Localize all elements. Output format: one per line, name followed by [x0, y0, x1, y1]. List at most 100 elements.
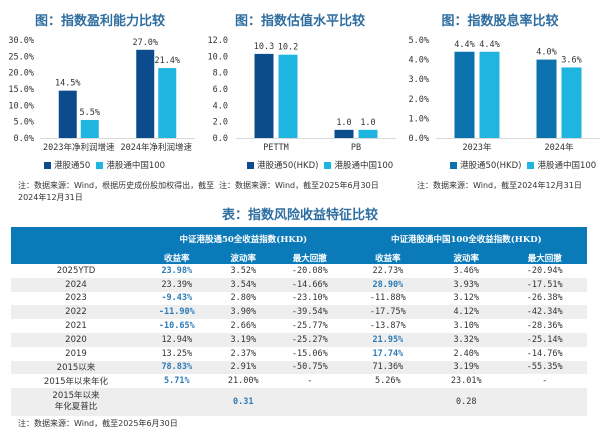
table-row: 2025YTD 23.98% 3.52% -20.08% 22.73% 3.46% -20.…	[11, 264, 587, 278]
table-cell: -20.08%	[273, 264, 346, 278]
table-cell: 21.95%	[345, 332, 431, 347]
column-header: 收益率	[141, 251, 213, 264]
table-row: 2015年以来年化 5.71% 21.00% -5.26% 23.01% -	[11, 374, 587, 389]
row-label: 2019	[11, 346, 141, 361]
y-tick-label: 5.0%	[14, 118, 34, 128]
chart3-title: 图：指数股息率比较	[441, 14, 559, 29]
row-label-line: 2015年以来	[52, 391, 100, 402]
table-cell: -25.14%	[502, 332, 587, 347]
legend-label-series2: 港股通中国100	[334, 161, 394, 171]
table-cell: -17.51%	[502, 277, 587, 292]
table-cell: -14.76%	[502, 346, 587, 361]
table-cell: 71.36%	[345, 360, 431, 375]
row-label: 2015以来	[11, 360, 141, 375]
row-label: 2015年以来 年化夏普比	[11, 388, 141, 417]
table-row: 2015年以来 年化夏普比 0.31 0.28	[11, 388, 587, 417]
y-tick-label: 2.0	[213, 118, 228, 128]
chart1-profitability: 0.0% 5.0% 10.0% 15.0% 20.0% 25.0% 30.0% 14.5% 5.…	[8, 36, 195, 153]
table-cell: 23.98%	[141, 264, 213, 278]
legend-label-series2: 港股通中国100	[537, 161, 597, 171]
row-label: 2022	[11, 305, 141, 320]
table-cell: -14.66%	[273, 277, 346, 292]
data-label: 27.0%	[132, 38, 158, 48]
legend-label-series1: 港股通50(HKD)	[257, 161, 319, 171]
table-group-header-row: 中证港股通50全收益指数(HKD) 中证港股通中国100全收益指数(HKD)	[11, 227, 587, 251]
y-tick-label: 1.0%	[409, 114, 429, 124]
table-cell: 3.12%	[430, 291, 503, 306]
table-cell: 2.80%	[212, 291, 274, 306]
y-tick-label: 20.0%	[8, 69, 34, 79]
data-label: 10.3	[254, 42, 274, 52]
group-header-hsci50: 中证港股通50全收益指数(HKD)	[141, 227, 346, 251]
table-cell: -9.43%	[141, 291, 213, 306]
x-tick-label: PETTM	[263, 143, 289, 153]
row-label: 2023	[11, 291, 141, 306]
legend-swatch-series2	[527, 161, 535, 169]
legend-label-series1: 港股通50	[54, 161, 91, 171]
bar	[358, 129, 378, 138]
y-tick-label: 3.0%	[409, 75, 429, 85]
y-tick-label: 8.0	[213, 69, 228, 79]
table-cell: 4.12%	[430, 305, 503, 320]
y-tick-label: 10.0%	[8, 101, 34, 111]
bar	[561, 67, 582, 138]
table-cell: 3.54%	[212, 277, 274, 292]
table-cell: -17.75%	[345, 305, 431, 320]
legend-swatch-series1	[44, 161, 51, 169]
table-cell: -11.90%	[141, 305, 213, 320]
chart3-dividend-yield: 0.0% 1.0% 2.0% 3.0% 4.0% 5.0% 4.4% 4.4% 2023年 4.0…	[409, 36, 600, 153]
chart3-note: 注：数据来源：Wind，截至2024年12月31日	[417, 181, 582, 190]
data-label: 10.2	[278, 43, 298, 53]
table-cell	[502, 388, 587, 417]
table-row: 2021 -10.65% 2.66% -25.77% -13.87% 3.10% -28.3…	[11, 319, 587, 333]
chart2-valuation: 0.0 2.0 4.0 6.0 8.0 10.0 12.0 10.3 10.2 PETTM 1.0 1…	[208, 36, 396, 153]
x-tick-label: 2023年	[463, 142, 492, 153]
table-cell: -25.27%	[273, 332, 346, 347]
data-label: 4.0%	[536, 48, 556, 58]
table-cell: -13.87%	[345, 319, 431, 333]
data-label: 14.5%	[55, 79, 81, 89]
data-label: 1.0	[360, 118, 375, 128]
data-label: 4.4%	[454, 40, 474, 50]
row-label: 2025YTD	[11, 264, 141, 278]
legend-label-series1: 港股通50(HKD)	[460, 161, 522, 171]
y-tick-label: 0.0%	[409, 134, 429, 144]
table-cell: 3.90%	[212, 305, 274, 320]
row-label: 2024	[11, 277, 141, 292]
column-header: 波动率	[430, 251, 503, 264]
table-cell: 23.39%	[141, 277, 213, 292]
chart1-legend: 港股通50 港股通中国100	[44, 159, 165, 171]
table-cell: 3.93%	[430, 277, 503, 292]
chart2-legend: 港股通50(HKD) 港股通中国100	[247, 159, 393, 171]
table-cell: -20.94%	[502, 264, 587, 278]
chart2-title: 图：指数估值水平比较	[234, 14, 365, 29]
table-cell: -11.88%	[345, 291, 431, 306]
y-tick-label: 4.0	[213, 101, 228, 111]
table-cell: -39.54%	[273, 305, 346, 320]
table-note: 注：数据来源：Wind，截至2025年6月30日	[18, 419, 178, 428]
column-header: 最大回撤	[502, 251, 587, 264]
table-cell: -	[273, 374, 346, 389]
x-tick-label: 2024年	[545, 142, 574, 153]
table-cell: 2.91%	[212, 360, 274, 375]
column-header: 最大回撤	[273, 251, 346, 264]
table-cell: 22.73%	[345, 264, 431, 278]
table-cell: 28.90%	[345, 277, 431, 292]
risk-return-table: 中证港股通50全收益指数(HKD) 中证港股通中国100全收益指数(HKD) 收…	[11, 227, 587, 417]
y-tick-label: 25.0%	[8, 52, 34, 62]
data-label: 1.0	[336, 118, 351, 128]
header-blank	[11, 227, 141, 251]
table-cell: 2.66%	[212, 319, 274, 333]
table-cell: 3.32%	[430, 332, 503, 347]
table-title: 表：指数风险收益特征比较	[221, 208, 378, 223]
bar	[454, 51, 475, 138]
chart2-note: 注：数据来源：Wind，截至2025年6月30日	[219, 181, 379, 190]
x-tick-label: 2024年净利润增速	[121, 142, 193, 153]
table-cell: 78.83%	[141, 360, 213, 375]
group-header-china100: 中证港股通中国100全收益指数(HKD)	[345, 227, 587, 251]
row-label-line: 年化夏普比	[54, 402, 98, 413]
data-label: 5.5%	[80, 108, 100, 118]
column-header: 波动率	[212, 251, 274, 264]
bar	[334, 129, 354, 138]
table-row: 2024 23.39% 3.54% -14.66% 28.90% 3.93% -17.51%	[11, 277, 587, 292]
